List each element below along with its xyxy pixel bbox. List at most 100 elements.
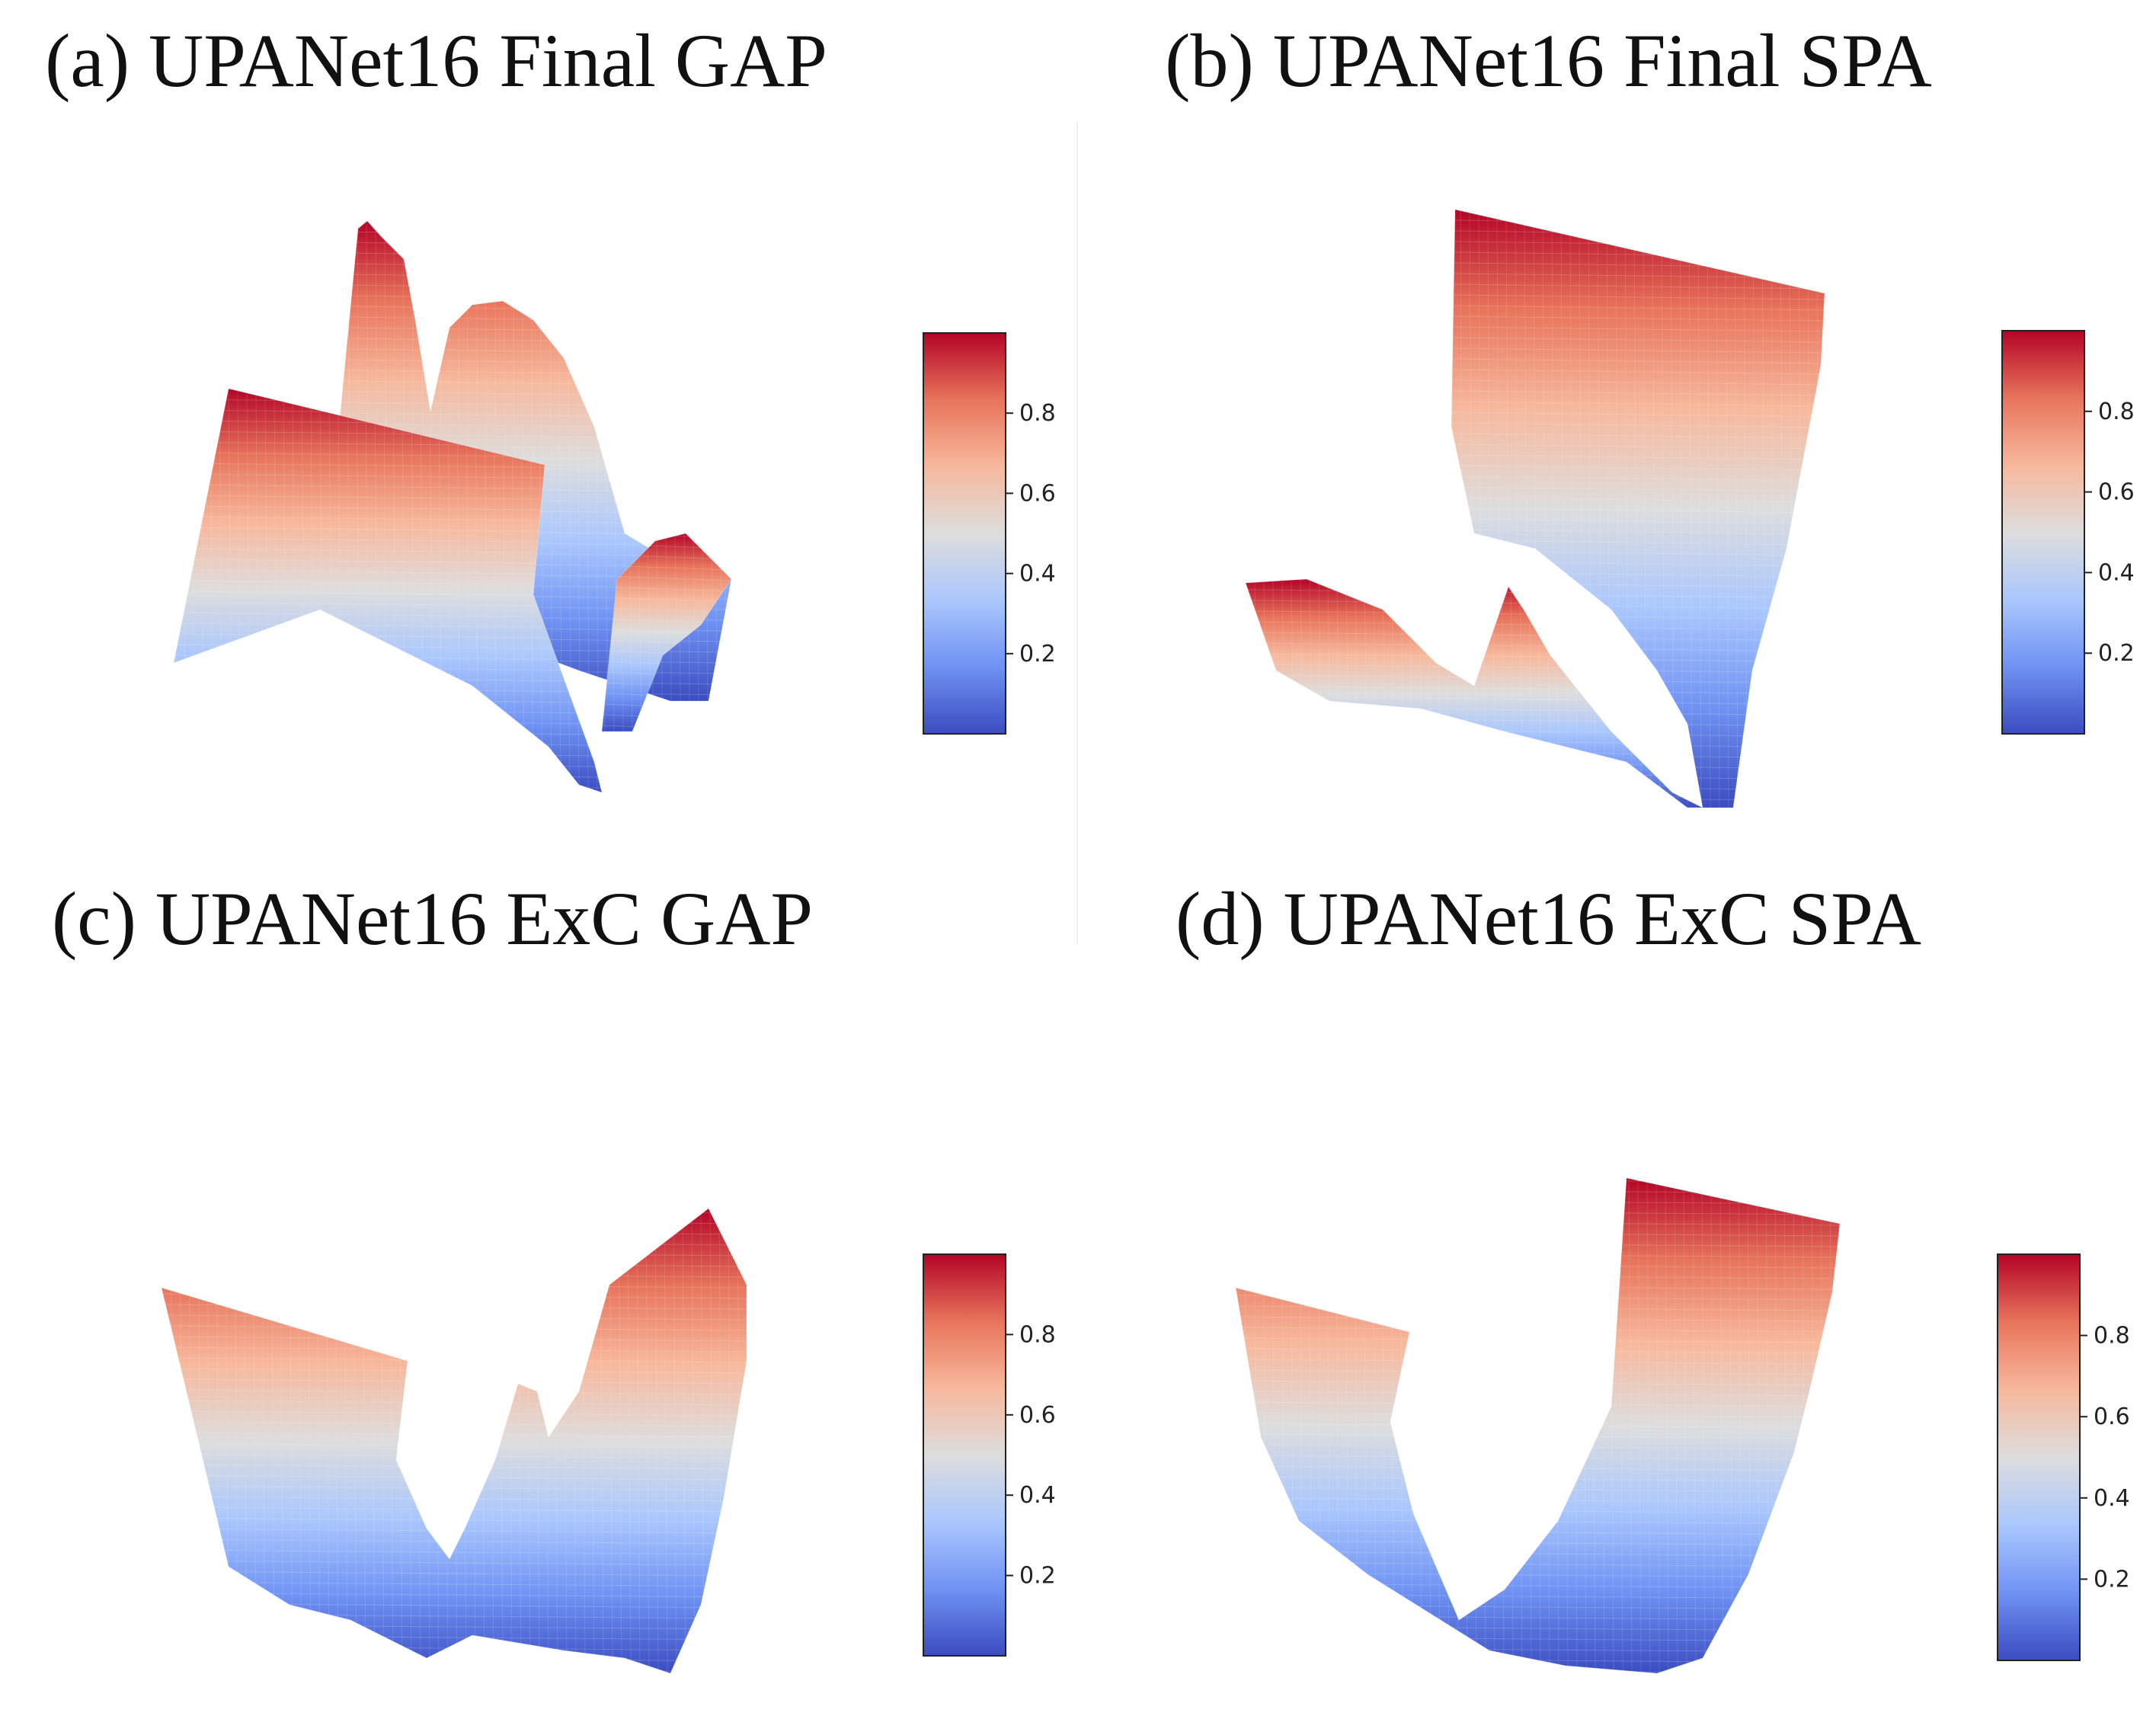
colorbar-ticks: 0.2 0.4 0.6 0.8: [2080, 1323, 2130, 1593]
surface-front-sheet: [173, 388, 603, 793]
mesh-line: [1451, 475, 1825, 482]
surface-back-wall: [1451, 209, 1825, 808]
mesh-line: [174, 527, 602, 533]
colorbar-tick-label: 0.2: [1019, 1563, 1056, 1590]
mesh-line: [664, 1209, 668, 1673]
mesh-line: [1719, 1178, 1724, 1673]
mesh-line: [174, 484, 602, 490]
colorbar-tick-label: 0.2: [1019, 641, 1056, 668]
mesh-line: [1451, 443, 1825, 450]
colorbar-tick-label: 0.4: [1019, 561, 1056, 587]
mesh-line: [636, 1209, 641, 1673]
mesh-line: [1688, 210, 1693, 808]
mesh-line: [1729, 1178, 1733, 1673]
colorbar-tick-label: 0.6: [1019, 1402, 1056, 1429]
mesh-line: [174, 495, 602, 501]
mesh-line: [602, 586, 731, 592]
mesh-line: [691, 1209, 696, 1673]
mesh-line: [1743, 210, 1748, 808]
mesh-line: [174, 569, 602, 575]
mesh-line: [1725, 210, 1729, 808]
colorbar-body: [2001, 330, 2085, 735]
mesh-line: [609, 1209, 613, 1673]
panel-title: (b) UPANet16 Final SPA: [1165, 18, 1932, 103]
surface-plot-d: [1235, 1177, 1841, 1674]
mesh-line: [1674, 1178, 1678, 1673]
colorbar-tick-label: 0.4: [2094, 1485, 2130, 1512]
mesh-line: [1637, 1178, 1642, 1673]
mesh-line: [1734, 210, 1739, 808]
mesh-line: [1655, 1178, 1660, 1673]
mesh-line: [1451, 337, 1825, 343]
mesh-line: [1451, 465, 1825, 471]
panel-title: (d) UPANet16 ExC SPA: [1176, 876, 1921, 961]
mesh-line: [629, 533, 633, 732]
mesh-line: [1692, 1178, 1697, 1673]
panel-d: (d) UPANet16 ExC SPA 0.2 0.4 0.6 0.8: [1078, 858, 2156, 1716]
mesh-line: [1451, 294, 1825, 300]
mesh-line: [1646, 1178, 1651, 1673]
mesh-line: [1451, 379, 1825, 386]
mesh-line: [174, 612, 602, 618]
surface-plot-c: [161, 1208, 747, 1674]
mesh-line: [627, 1209, 632, 1673]
mesh-line: [174, 591, 602, 597]
mesh-line: [1679, 210, 1684, 808]
mesh-line: [1665, 1178, 1669, 1673]
mesh-line: [638, 533, 642, 732]
mesh-line: [174, 505, 602, 511]
colorbar-tick-label: 0.2: [2098, 640, 2135, 667]
mesh-line: [162, 1581, 747, 1587]
mesh-line: [618, 1209, 622, 1673]
colorbar-tick-label: 0.8: [2098, 399, 2135, 425]
colorbar-tick-label: 0.6: [1019, 480, 1056, 507]
mesh-line: [1451, 454, 1825, 460]
mesh-line: [1451, 507, 1825, 514]
mesh-line: [673, 1209, 677, 1673]
colorbar-body: [923, 332, 1006, 735]
mesh-line: [1451, 422, 1825, 428]
mesh-line: [174, 580, 602, 586]
mesh-line: [174, 601, 602, 607]
mesh-line: [602, 575, 731, 581]
mesh-line: [1451, 369, 1825, 375]
colorbar-tick-label: 0.6: [2098, 479, 2135, 506]
mesh-line: [645, 1209, 650, 1673]
mesh-line: [1697, 210, 1702, 808]
mesh-line: [682, 1209, 686, 1673]
mesh-line: [174, 516, 602, 522]
colorbar-tick-label: 0.6: [2094, 1404, 2130, 1430]
surface-left-wall: [1235, 1177, 1841, 1674]
panel-a: (a) UPANet16 Final GAP 0.2 0.4 0.6 0.8: [0, 0, 1078, 858]
mesh-line: [1451, 433, 1825, 439]
colorbar-tick-label: 0.8: [2094, 1323, 2130, 1349]
mesh-line: [174, 473, 602, 479]
mesh-line: [1451, 305, 1825, 311]
mesh-line: [1451, 326, 1825, 332]
mesh-line: [1451, 529, 1825, 535]
panel-c: (c) UPANet16 ExC GAP 0.2 0.4 0.6 0.8: [0, 858, 1078, 1716]
panel-divider: [1076, 122, 1078, 945]
mesh-line: [1451, 486, 1825, 492]
panel-title: (a) UPANet16 Final GAP: [45, 18, 827, 103]
colorbar-tick-label: 0.4: [1019, 1482, 1056, 1509]
colorbar-a: 0.2 0.4 0.6 0.8: [923, 332, 1056, 735]
mesh-line: [174, 559, 602, 565]
mesh-line: [1451, 347, 1825, 354]
mesh-line: [174, 623, 602, 629]
colorbar-b: 0.2 0.4 0.6 0.8: [2001, 330, 2135, 735]
mesh-line: [1451, 401, 1825, 407]
colorbar-c: 0.2 0.4 0.6 0.8: [923, 1253, 1056, 1657]
colorbar-tick-label: 0.4: [2098, 559, 2135, 586]
colorbar-tick-label: 0.2: [2094, 1566, 2130, 1593]
mesh-line: [1451, 358, 1825, 364]
mesh-line: [1451, 411, 1825, 418]
mesh-line: [1683, 1178, 1687, 1673]
colorbar-ticks: 0.2 0.4 0.6 0.8: [2084, 399, 2135, 667]
mesh-line: [1451, 497, 1825, 503]
colorbar-tick-label: 0.8: [1019, 400, 1056, 427]
mesh-line: [1451, 315, 1825, 322]
mesh-line: [174, 633, 602, 639]
mesh-line: [1707, 210, 1711, 808]
colorbar-body: [1997, 1253, 2081, 1661]
